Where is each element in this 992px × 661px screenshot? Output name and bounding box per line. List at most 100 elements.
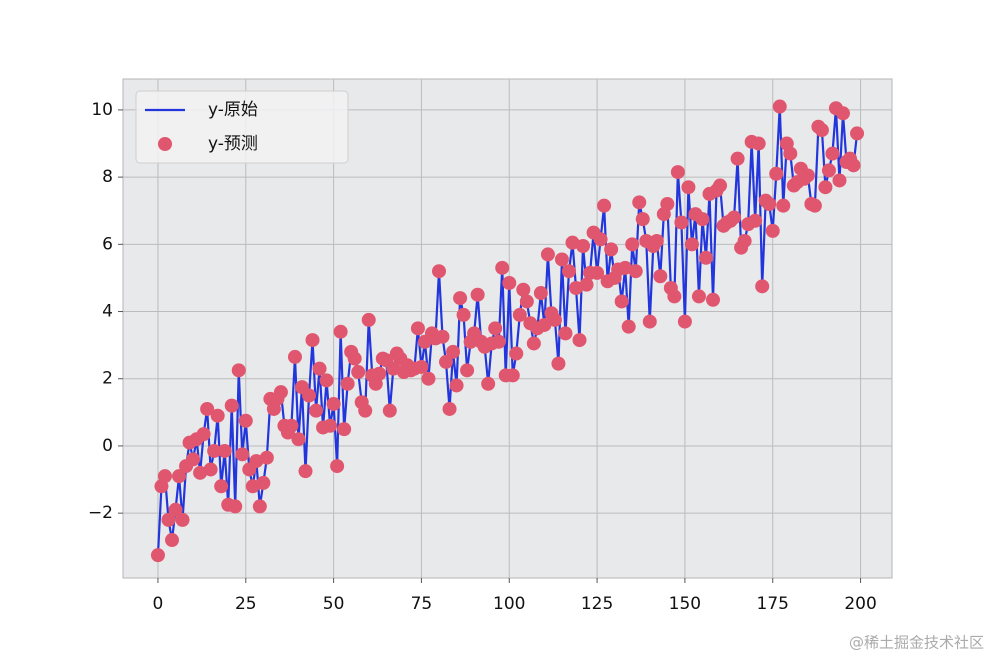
data-point xyxy=(533,286,548,301)
data-point xyxy=(800,168,815,183)
data-point xyxy=(439,354,454,369)
data-point xyxy=(684,237,699,252)
data-point xyxy=(635,212,650,227)
data-point xyxy=(488,321,503,336)
data-point xyxy=(526,336,541,351)
data-point xyxy=(456,307,471,322)
data-point xyxy=(519,294,534,309)
data-point xyxy=(193,465,208,480)
data-point xyxy=(337,422,352,437)
data-point xyxy=(649,233,664,248)
data-point xyxy=(814,123,829,138)
data-point xyxy=(769,166,784,181)
data-point xyxy=(604,242,619,257)
data-point xyxy=(713,178,728,193)
data-point xyxy=(157,469,172,484)
data-point xyxy=(351,365,366,380)
data-point xyxy=(372,366,387,381)
data-point xyxy=(358,403,373,418)
data-point xyxy=(284,418,299,433)
data-point xyxy=(516,282,531,297)
watermark: @稀土掘金技术社区 xyxy=(849,634,984,652)
data-point xyxy=(850,126,865,141)
data-point xyxy=(449,378,464,393)
x-tick-label: 150 xyxy=(669,594,701,614)
data-point xyxy=(312,361,327,376)
data-point xyxy=(168,502,183,517)
data-point xyxy=(453,291,468,306)
y-tick-label: 2 xyxy=(102,369,113,389)
data-point xyxy=(512,307,527,322)
data-point xyxy=(765,223,780,238)
x-tick-label: 75 xyxy=(411,594,433,614)
data-point xyxy=(835,106,850,121)
data-point xyxy=(228,499,243,514)
data-point xyxy=(446,344,461,359)
data-point xyxy=(762,197,777,212)
data-point xyxy=(677,314,692,329)
data-point xyxy=(846,158,861,173)
data-point xyxy=(628,264,643,279)
y-tick-label: 6 xyxy=(102,234,113,254)
x-tick-label: 175 xyxy=(757,594,789,614)
data-point xyxy=(706,292,721,307)
legend-label: y-预测 xyxy=(208,134,258,154)
data-point xyxy=(755,279,770,294)
data-point xyxy=(305,333,320,348)
data-point xyxy=(224,398,239,413)
data-point xyxy=(161,512,176,527)
data-point xyxy=(259,450,274,465)
data-point xyxy=(691,289,706,304)
data-point xyxy=(727,210,742,225)
data-point xyxy=(460,363,475,378)
data-point xyxy=(302,388,317,403)
data-point xyxy=(625,237,640,252)
data-point xyxy=(807,198,822,213)
data-point xyxy=(249,454,264,469)
data-point xyxy=(737,233,752,248)
data-point xyxy=(751,136,766,151)
data-point xyxy=(621,319,636,334)
data-point xyxy=(231,363,246,378)
data-point xyxy=(660,197,675,212)
data-point xyxy=(783,146,798,161)
data-point xyxy=(698,250,713,265)
data-point xyxy=(319,373,334,388)
x-tick-label: 50 xyxy=(323,594,345,614)
data-point xyxy=(175,512,190,527)
data-point xyxy=(298,464,313,479)
data-point xyxy=(509,346,524,361)
data-point xyxy=(214,479,229,494)
data-point xyxy=(730,151,745,166)
data-point xyxy=(667,289,682,304)
data-point xyxy=(256,475,271,490)
data-point xyxy=(572,333,587,348)
data-point xyxy=(569,281,584,296)
data-point xyxy=(382,403,397,418)
legend-swatch xyxy=(158,137,172,151)
y-tick-label: 8 xyxy=(102,167,113,187)
data-point xyxy=(200,401,215,416)
data-point xyxy=(821,163,836,178)
y-tick-label: 10 xyxy=(91,100,113,120)
data-point xyxy=(340,376,355,391)
data-point xyxy=(537,317,552,332)
data-point xyxy=(165,533,180,548)
data-point xyxy=(597,198,612,213)
x-tick-label: 100 xyxy=(493,594,525,614)
data-point xyxy=(776,198,791,213)
legend-box xyxy=(135,90,349,164)
data-point xyxy=(291,432,306,447)
data-point xyxy=(642,314,657,329)
data-point xyxy=(505,368,520,383)
data-point xyxy=(772,99,787,114)
data-point xyxy=(410,321,425,336)
data-point xyxy=(386,361,401,376)
data-point xyxy=(361,312,376,327)
data-point xyxy=(207,443,222,458)
data-point xyxy=(547,312,562,327)
data-point xyxy=(421,371,436,386)
data-point xyxy=(561,264,576,279)
data-point xyxy=(681,180,696,195)
data-point xyxy=(414,359,429,374)
